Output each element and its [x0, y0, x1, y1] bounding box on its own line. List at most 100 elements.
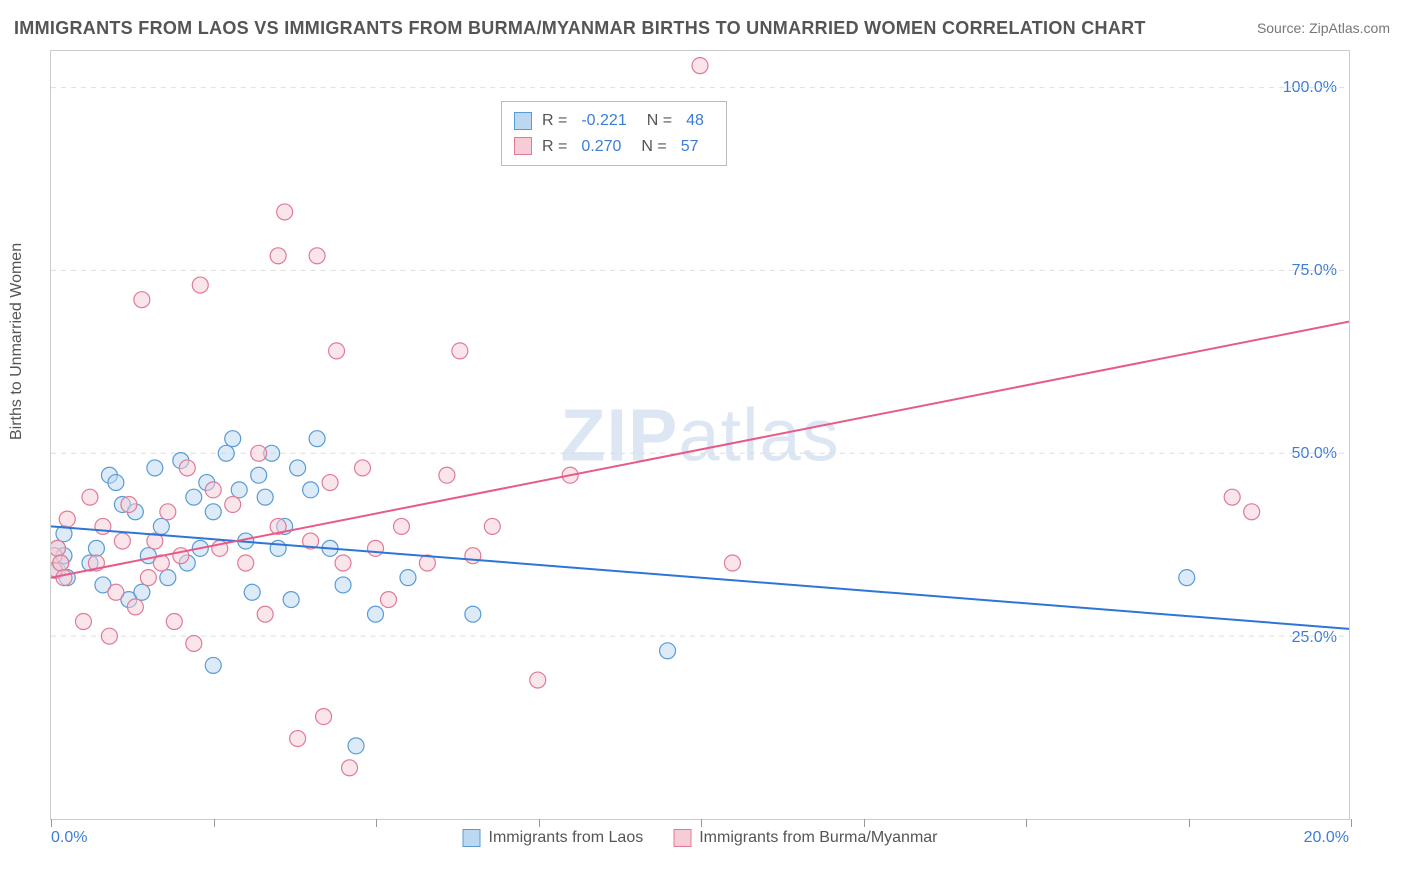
scatter-point-burma [484, 518, 500, 534]
scatter-point-laos [186, 489, 202, 505]
scatter-point-burma [329, 343, 345, 359]
trend-line-burma [51, 322, 1349, 578]
scatter-point-burma [82, 489, 98, 505]
scatter-point-laos [251, 467, 267, 483]
legend-series: Immigrants from Laos Immigrants from Bur… [463, 829, 938, 847]
legend-swatch-burma-icon [673, 829, 691, 847]
scatter-point-laos [153, 518, 169, 534]
scatter-point-burma [53, 555, 69, 571]
trend-line-laos [51, 526, 1349, 628]
scatter-point-laos [108, 475, 124, 491]
scatter-point-burma [465, 548, 481, 564]
scatter-point-burma [270, 248, 286, 264]
scatter-point-laos [147, 460, 163, 476]
scatter-point-laos [400, 570, 416, 586]
scatter-point-burma [101, 628, 117, 644]
scatter-point-burma [95, 518, 111, 534]
scatter-point-burma [393, 518, 409, 534]
legend-label-burma: Immigrants from Burma/Myanmar [699, 829, 937, 847]
legend-swatch-laos-icon [463, 829, 481, 847]
scatter-point-laos [160, 570, 176, 586]
scatter-point-burma [238, 555, 254, 571]
scatter-point-laos [660, 643, 676, 659]
x-tick-mark [539, 819, 540, 827]
scatter-point-burma [316, 709, 332, 725]
scatter-point-burma [452, 343, 468, 359]
x-tick-mark [376, 819, 377, 827]
scatter-point-laos [335, 577, 351, 593]
scatter-point-burma [290, 731, 306, 747]
scatter-point-burma [342, 760, 358, 776]
scatter-point-burma [530, 672, 546, 688]
scatter-point-laos [465, 606, 481, 622]
scatter-point-laos [270, 540, 286, 556]
legend-row-laos: R = -0.221 N = 48 [514, 108, 714, 134]
scatter-point-burma [724, 555, 740, 571]
x-tick-mark [1351, 819, 1352, 827]
legend-item-burma: Immigrants from Burma/Myanmar [673, 829, 937, 847]
legend-correlation-box: R = -0.221 N = 48 R = 0.270 N = 57 [501, 101, 727, 166]
scatter-point-burma [108, 584, 124, 600]
scatter-point-burma [140, 570, 156, 586]
scatter-point-laos [309, 431, 325, 447]
scatter-point-burma [692, 58, 708, 74]
scatter-point-laos [283, 592, 299, 608]
scatter-point-laos [368, 606, 384, 622]
legend-item-laos: Immigrants from Laos [463, 829, 644, 847]
x-tick-mark [701, 819, 702, 827]
scatter-point-burma [59, 511, 75, 527]
legend-n-laos: 48 [686, 108, 704, 134]
scatter-point-burma [192, 277, 208, 293]
scatter-point-laos [1179, 570, 1195, 586]
scatter-point-burma [127, 599, 143, 615]
scatter-point-laos [303, 482, 319, 498]
scatter-point-laos [134, 584, 150, 600]
legend-r-burma: 0.270 [581, 134, 621, 160]
scatter-point-burma [51, 540, 65, 556]
chart-title: IMMIGRANTS FROM LAOS VS IMMIGRANTS FROM … [14, 18, 1146, 39]
legend-label-laos: Immigrants from Laos [489, 829, 644, 847]
scatter-point-burma [309, 248, 325, 264]
scatter-point-burma [179, 460, 195, 476]
scatter-point-laos [231, 482, 247, 498]
scatter-point-burma [160, 504, 176, 520]
y-axis-label: Births to Unmarried Women [8, 243, 26, 440]
legend-swatch-burma [514, 137, 532, 155]
scatter-point-burma [251, 445, 267, 461]
scatter-point-burma [355, 460, 371, 476]
legend-n-label: N = [647, 108, 672, 134]
scatter-point-burma [1224, 489, 1240, 505]
scatter-point-burma [1244, 504, 1260, 520]
x-tick-mark [1189, 819, 1190, 827]
scatter-point-burma [257, 606, 273, 622]
scatter-point-laos [244, 584, 260, 600]
scatter-point-burma [277, 204, 293, 220]
scatter-point-burma [368, 540, 384, 556]
x-tick-label-start: 0.0% [51, 829, 87, 847]
x-tick-mark [51, 819, 52, 827]
legend-r-label: R = [542, 108, 567, 134]
scatter-point-burma [121, 497, 137, 513]
scatter-point-burma [335, 555, 351, 571]
scatter-point-burma [439, 467, 455, 483]
plot-area: ZIPatlas 25.0%50.0%75.0%100.0% 0.0%20.0%… [50, 50, 1350, 820]
scatter-point-laos [88, 540, 104, 556]
chart-svg [51, 51, 1349, 819]
legend-n-label: N = [641, 134, 666, 160]
scatter-point-burma [186, 635, 202, 651]
legend-row-burma: R = 0.270 N = 57 [514, 134, 714, 160]
scatter-point-burma [166, 614, 182, 630]
scatter-point-laos [348, 738, 364, 754]
scatter-point-laos [257, 489, 273, 505]
scatter-point-laos [218, 445, 234, 461]
scatter-point-burma [56, 570, 72, 586]
scatter-point-laos [225, 431, 241, 447]
scatter-point-burma [322, 475, 338, 491]
scatter-point-burma [225, 497, 241, 513]
scatter-point-burma [205, 482, 221, 498]
x-tick-mark [864, 819, 865, 827]
scatter-point-laos [205, 504, 221, 520]
x-tick-label-end: 20.0% [1304, 829, 1349, 847]
scatter-point-burma [114, 533, 130, 549]
x-tick-mark [214, 819, 215, 827]
